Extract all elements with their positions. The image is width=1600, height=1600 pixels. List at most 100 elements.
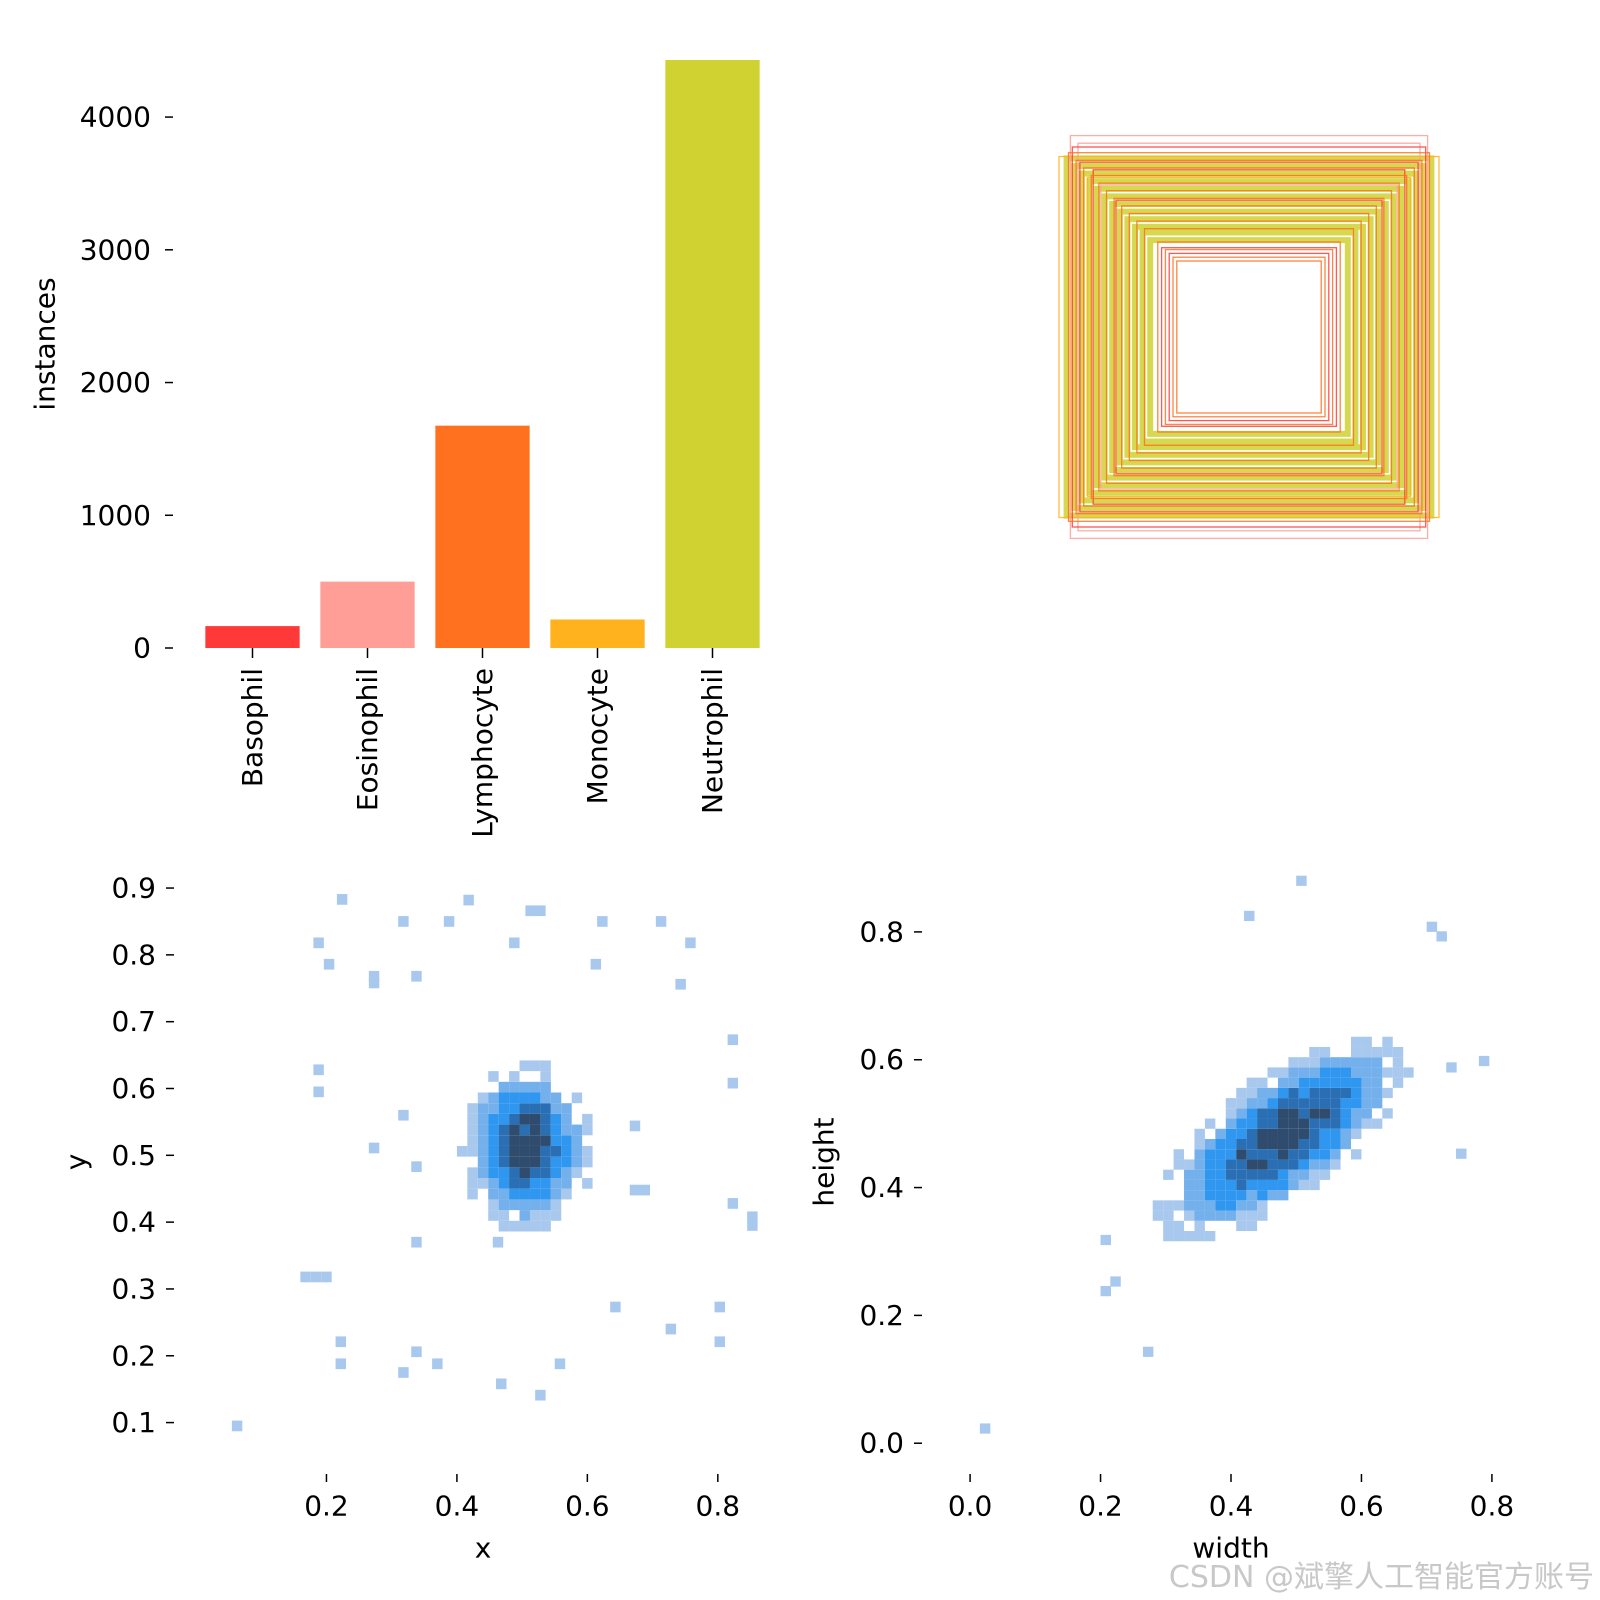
heat-cell bbox=[1173, 1159, 1185, 1170]
heat-cell bbox=[498, 1124, 510, 1136]
heat-cell bbox=[571, 1092, 583, 1104]
heat-cell bbox=[1215, 1138, 1226, 1150]
box-basophil bbox=[1115, 199, 1383, 475]
heat-cell bbox=[1215, 1190, 1226, 1201]
heat-cell bbox=[529, 1188, 541, 1200]
box-overlay-panel bbox=[1058, 134, 1440, 540]
heat-cell bbox=[1298, 1098, 1310, 1109]
heat-cell bbox=[1382, 1067, 1393, 1078]
heat-cell bbox=[509, 1188, 520, 1200]
heat-cell-outlier bbox=[685, 937, 696, 949]
heat-cell bbox=[1267, 1190, 1278, 1201]
heat-cell bbox=[1361, 1118, 1372, 1129]
heat-cell-outlier bbox=[1296, 875, 1307, 886]
heat-cell bbox=[1267, 1098, 1278, 1109]
heat-cell-outlier bbox=[1110, 1276, 1121, 1287]
heat-cell bbox=[1319, 1169, 1331, 1180]
heat-cell-outlier bbox=[335, 1336, 347, 1348]
heat-cell bbox=[488, 1135, 499, 1146]
heat-cell bbox=[1257, 1087, 1268, 1099]
heat-cell bbox=[509, 1081, 520, 1093]
heat-cell bbox=[1340, 1128, 1352, 1139]
box-neutrophil bbox=[1124, 216, 1374, 458]
heat-cell bbox=[1194, 1159, 1205, 1170]
heat-cell bbox=[1351, 1098, 1362, 1109]
heat-cell bbox=[467, 1103, 478, 1114]
heat-cell bbox=[1152, 1200, 1164, 1211]
heat-cell bbox=[561, 1188, 572, 1200]
heat-cell bbox=[1371, 1046, 1383, 1058]
box-lymphocyte bbox=[1128, 212, 1370, 462]
heat-cell bbox=[509, 1092, 520, 1104]
heat-cell bbox=[582, 1124, 593, 1136]
y-tick-label: 2000 bbox=[80, 366, 151, 399]
heat-cell bbox=[561, 1113, 572, 1125]
heat-cell bbox=[1340, 1077, 1352, 1088]
heat-cell bbox=[1288, 1118, 1299, 1129]
heat-cell bbox=[1257, 1138, 1268, 1150]
heat-cell bbox=[1163, 1210, 1174, 1221]
heat-cell bbox=[1330, 1087, 1341, 1099]
heat-cell bbox=[1215, 1128, 1226, 1139]
box-eosinophil bbox=[1077, 142, 1421, 532]
heat-cell bbox=[540, 1092, 551, 1104]
heat-cell-outlier bbox=[714, 1336, 725, 1348]
heat-cell bbox=[1215, 1210, 1226, 1221]
heat-cell-outlier bbox=[554, 1358, 566, 1370]
heat-cell bbox=[1371, 1057, 1383, 1068]
heat-cell bbox=[1184, 1179, 1195, 1191]
heat-cell bbox=[1225, 1149, 1237, 1160]
heat-cell-outlier bbox=[1426, 921, 1438, 932]
heat-cell bbox=[1371, 1087, 1383, 1099]
y-tick-label: 3000 bbox=[80, 233, 151, 266]
heat-cell bbox=[540, 1210, 551, 1221]
heat-cell bbox=[1351, 1128, 1362, 1139]
heat-cell bbox=[1319, 1067, 1331, 1078]
heat-cell bbox=[477, 1178, 489, 1189]
heat-cell bbox=[540, 1135, 551, 1146]
heat-cell bbox=[561, 1103, 572, 1114]
heat-cell bbox=[1225, 1159, 1237, 1170]
heat-cell bbox=[509, 1156, 520, 1168]
heat-cell bbox=[1246, 1159, 1258, 1170]
heat-cell bbox=[1330, 1067, 1341, 1078]
heat-cell bbox=[488, 1156, 499, 1168]
heat-cell bbox=[529, 1145, 541, 1157]
heat-cell bbox=[1298, 1087, 1310, 1099]
heat-cell bbox=[498, 1210, 510, 1221]
heat-cell-outlier bbox=[1100, 1285, 1111, 1297]
heat-cell bbox=[1298, 1077, 1310, 1088]
heat-cell bbox=[1257, 1118, 1268, 1129]
heat-cell bbox=[488, 1188, 499, 1200]
heat-cell-outlier bbox=[313, 937, 324, 949]
heat-cell bbox=[509, 1178, 520, 1189]
heat-cell bbox=[1236, 1159, 1247, 1170]
heat-cell bbox=[1309, 1159, 1320, 1170]
heat-cell bbox=[509, 1124, 520, 1136]
heat-cell bbox=[571, 1167, 583, 1179]
heat-cell-outlier bbox=[323, 958, 335, 970]
heat-cell bbox=[1288, 1138, 1299, 1150]
heat-cell bbox=[1288, 1169, 1299, 1180]
x-tick-label: 0.2 bbox=[1078, 1490, 1123, 1523]
heat-cell bbox=[498, 1156, 510, 1168]
box-neutrophil bbox=[1132, 223, 1366, 451]
heat-cell bbox=[1277, 1087, 1289, 1099]
y-axis-label: y bbox=[60, 1154, 93, 1171]
heat-cell bbox=[498, 1113, 510, 1125]
heat-cell bbox=[498, 1103, 510, 1114]
heat-cell bbox=[1257, 1077, 1268, 1088]
heat-cell bbox=[519, 1113, 530, 1125]
heat-cell bbox=[529, 1220, 541, 1232]
box-basophil bbox=[1160, 247, 1338, 427]
heat-cell bbox=[519, 1199, 530, 1211]
heat-cell bbox=[1257, 1098, 1268, 1109]
heat-cell bbox=[456, 1145, 468, 1157]
heat-cell bbox=[488, 1071, 499, 1082]
heat-cell bbox=[1194, 1220, 1205, 1232]
box-lymphocyte bbox=[1143, 228, 1355, 446]
heat-cell bbox=[1184, 1169, 1195, 1180]
heat-cell-outlier bbox=[525, 905, 536, 917]
heat-cell bbox=[571, 1124, 583, 1136]
heat-cell bbox=[519, 1081, 530, 1093]
